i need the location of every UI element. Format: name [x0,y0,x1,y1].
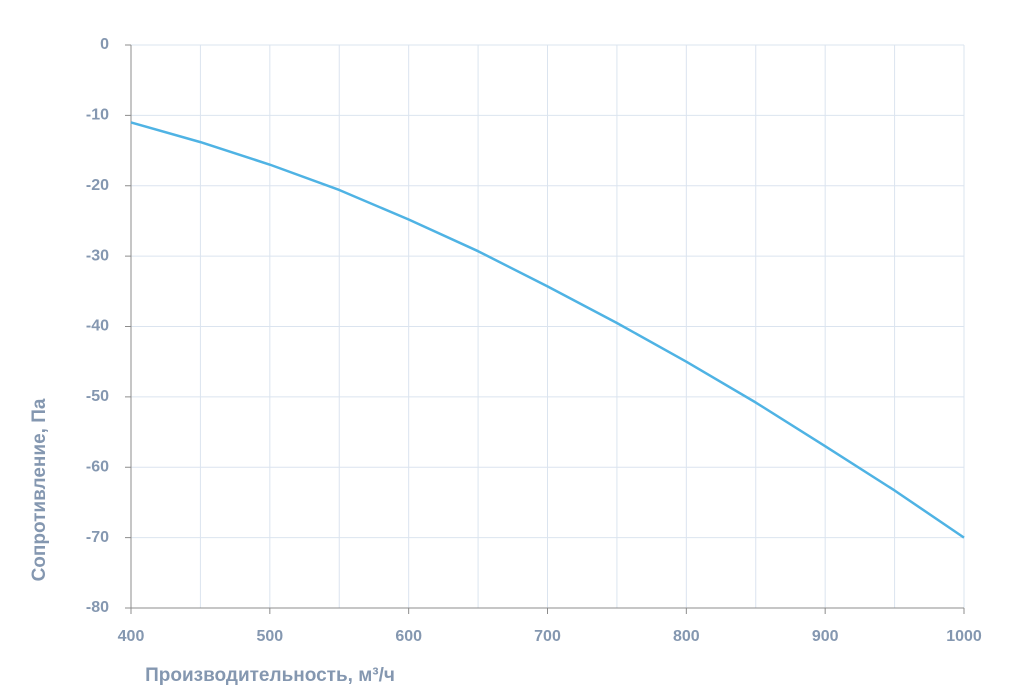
x-tick-label: 1000 [946,628,982,645]
x-tick-label: 700 [534,628,561,645]
data-line [130,121,965,539]
x-tick-label: 800 [673,628,700,645]
y-tick-label: -20 [86,177,109,194]
x-tick-label: 900 [812,628,839,645]
x-tick-label: 600 [395,628,422,645]
y-tick-label: -70 [86,529,109,546]
x-tick-label: 500 [256,628,283,645]
y-tick-label: -40 [86,318,109,335]
x-tick-label: 400 [118,628,145,645]
y-tick-label: -10 [86,107,109,124]
y-tick-label: 0 [100,36,109,53]
y-tick-label: -80 [86,599,109,616]
x-axis-label: Производительность, м³/ч [145,665,395,686]
y-tick-label: -30 [86,247,109,264]
y-axis-label: Сопротивление, Па [29,398,50,581]
y-tick-label: -50 [86,388,109,405]
y-tick-label: -60 [86,458,109,475]
